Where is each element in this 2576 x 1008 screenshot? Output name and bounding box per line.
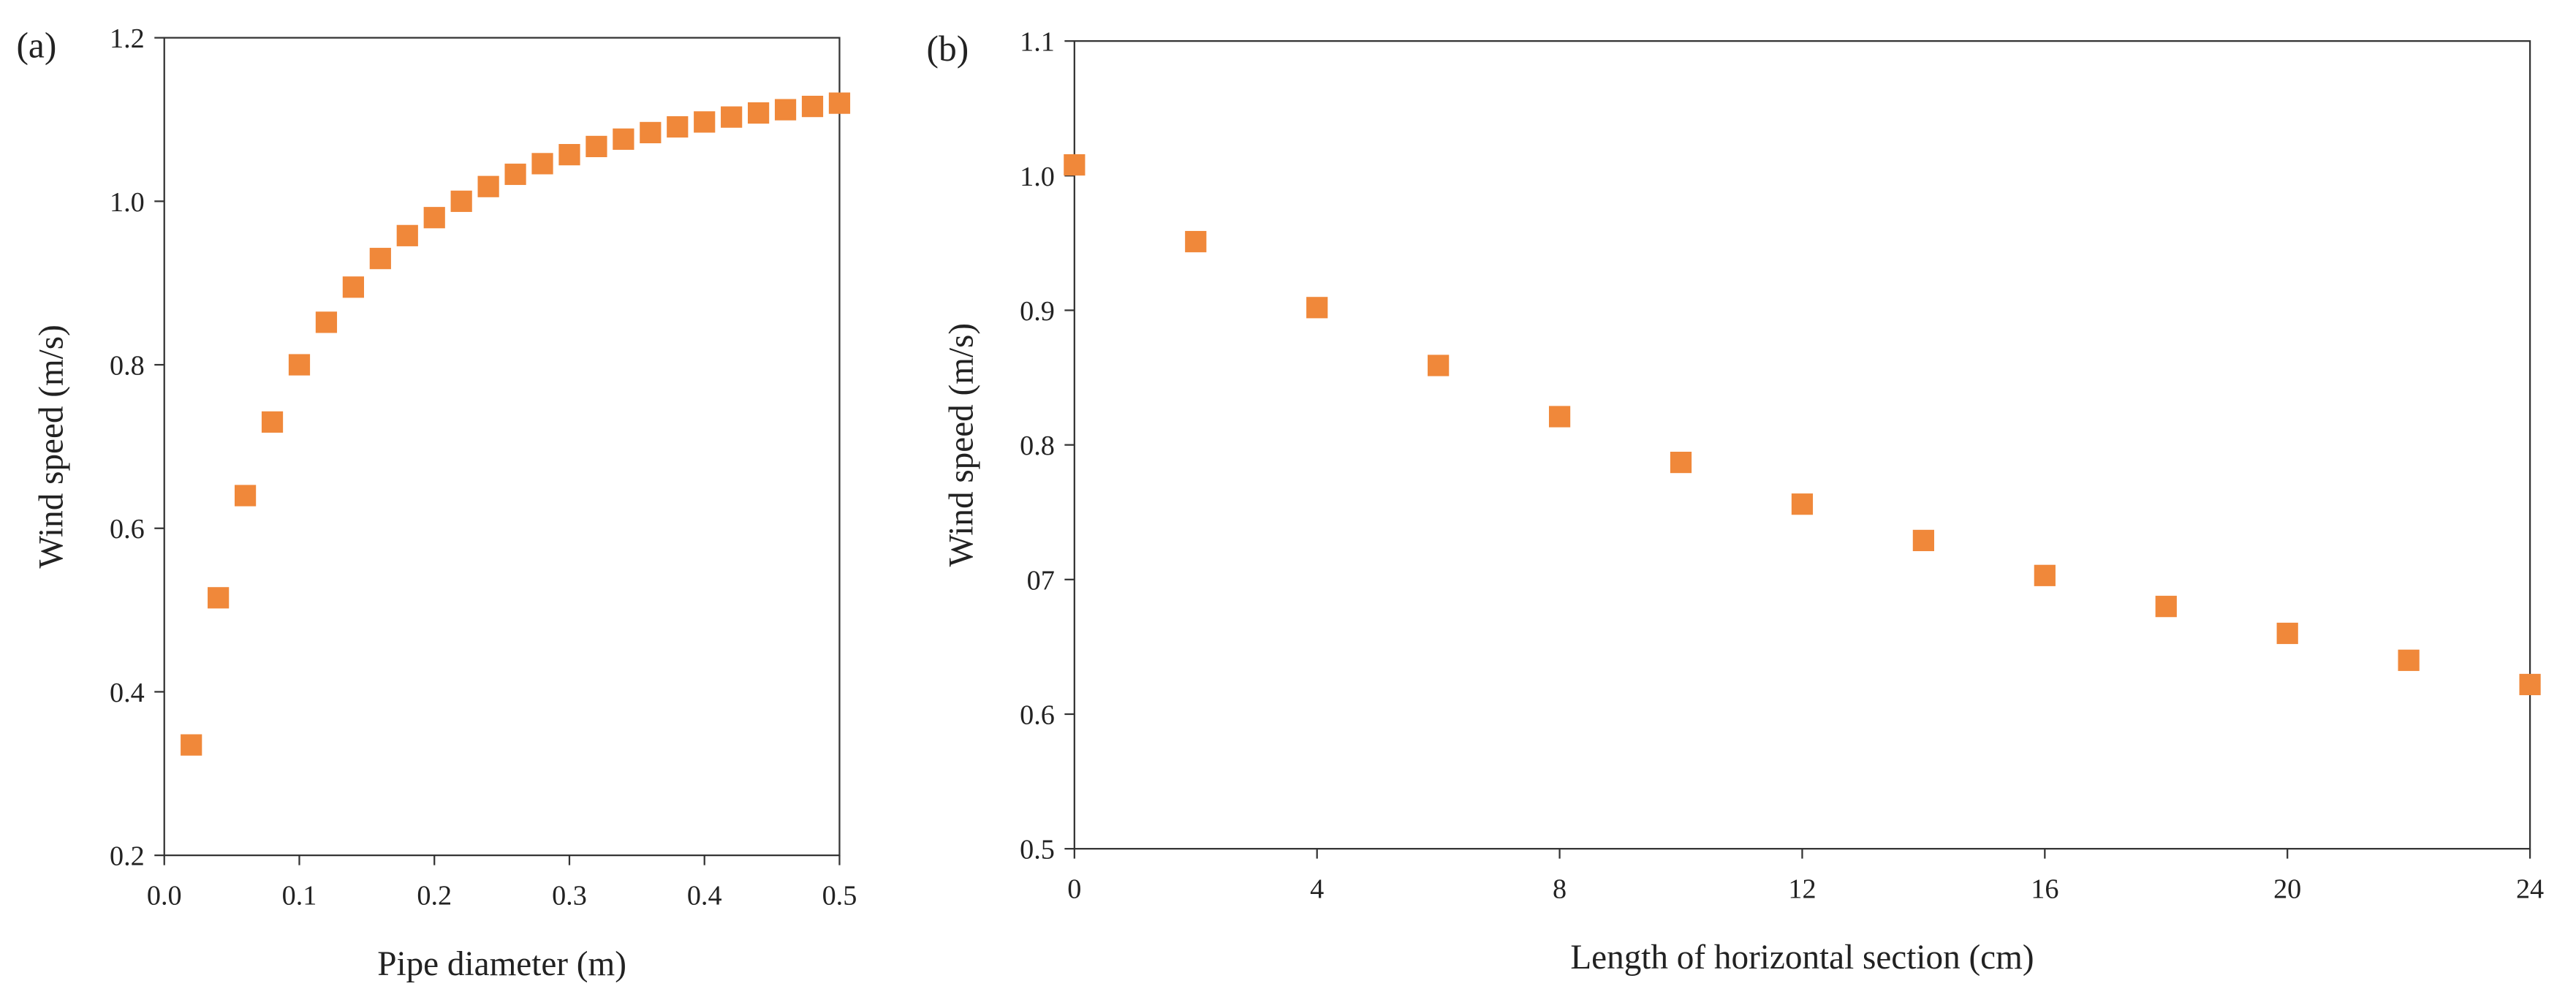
y-tick-label: 1.0 xyxy=(1020,162,1055,192)
panel-label: (a) xyxy=(16,26,56,66)
point xyxy=(234,485,257,507)
point xyxy=(667,115,689,138)
y-tick-label: 0.9 xyxy=(1020,296,1055,327)
y-axis-label: Wind speed (m/s) xyxy=(942,323,980,566)
point xyxy=(828,92,851,114)
point xyxy=(2519,673,2541,696)
x-tick-label: 0.5 xyxy=(822,881,857,912)
point xyxy=(315,311,338,333)
point xyxy=(1912,529,1934,552)
x-axis-label: Pipe diameter (m) xyxy=(377,945,626,983)
x-tick-label: 24 xyxy=(2516,874,2544,905)
point xyxy=(2034,564,2056,586)
x-tick-label: 0.4 xyxy=(687,881,722,912)
plot-frame xyxy=(1073,40,2531,850)
point xyxy=(504,163,526,186)
y-tick-label: 0.8 xyxy=(110,351,145,382)
point xyxy=(1428,355,1450,376)
point xyxy=(1548,406,1571,428)
point xyxy=(558,143,580,166)
x-tick-label: 4 xyxy=(1310,874,1324,905)
point xyxy=(721,106,743,128)
plot-frame xyxy=(163,37,841,857)
point xyxy=(640,121,662,143)
point xyxy=(747,102,770,124)
point xyxy=(1064,154,1086,176)
y-tick-label: 0.6 xyxy=(1020,700,1055,730)
x-tick-label: 0.1 xyxy=(282,881,317,912)
point xyxy=(181,734,202,756)
point xyxy=(1670,451,1692,474)
x-axis-label: Length of horizontal section (cm) xyxy=(1570,939,2034,977)
y-tick-label: 0.6 xyxy=(110,514,145,545)
point xyxy=(531,153,553,175)
x-tick-label: 0 xyxy=(1067,874,1081,905)
point xyxy=(613,128,634,150)
x-tick-label: 8 xyxy=(1553,874,1567,905)
x-tick-label: 20 xyxy=(2273,874,2301,905)
point xyxy=(477,175,499,197)
x-tick-label: 12 xyxy=(1788,874,1816,905)
x-tick-label: 0.0 xyxy=(147,881,182,912)
y-tick-label: 07 xyxy=(1027,565,1055,596)
y-tick-label: 0.5 xyxy=(1020,835,1055,865)
point xyxy=(369,248,391,270)
x-tick-label: 0.2 xyxy=(417,881,452,912)
point xyxy=(1791,493,1814,515)
y-tick-label: 1.1 xyxy=(1020,27,1055,58)
point xyxy=(396,224,418,246)
y-tick-label: 0.8 xyxy=(1020,431,1055,461)
point xyxy=(450,190,472,212)
point xyxy=(342,276,364,298)
point xyxy=(423,207,445,229)
point xyxy=(774,99,797,121)
y-tick-label: 1.0 xyxy=(110,187,145,218)
point xyxy=(694,111,716,133)
x-tick-label: 16 xyxy=(2031,874,2058,905)
point xyxy=(2276,622,2298,645)
y-axis-label: Wind speed (m/s) xyxy=(32,325,70,568)
point xyxy=(261,411,284,433)
point xyxy=(288,354,311,376)
point xyxy=(208,587,230,609)
point xyxy=(2155,596,2177,618)
x-tick-label: 0.3 xyxy=(552,881,587,912)
point xyxy=(801,96,824,118)
y-tick-label: 0.4 xyxy=(110,678,145,708)
point xyxy=(1185,230,1207,253)
point xyxy=(1306,297,1328,319)
point xyxy=(586,135,607,158)
point xyxy=(2398,649,2420,671)
panel-label: (b) xyxy=(927,29,969,69)
y-tick-label: 1.2 xyxy=(110,23,145,54)
y-tick-label: 0.2 xyxy=(110,841,145,872)
